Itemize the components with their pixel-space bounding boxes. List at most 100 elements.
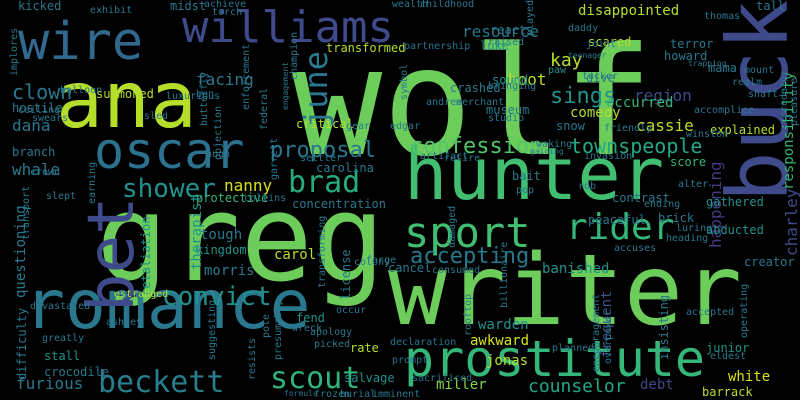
cloud-word: protective bbox=[196, 191, 269, 205]
cloud-word: presumably bbox=[273, 299, 284, 360]
cloud-word: crashed bbox=[450, 81, 501, 95]
cloud-word: accuses bbox=[614, 243, 657, 254]
cloud-word: alter bbox=[678, 179, 709, 190]
cloud-word: region bbox=[634, 86, 692, 105]
cloud-word: sings bbox=[550, 84, 617, 109]
cloud-word: creator bbox=[744, 255, 795, 269]
cloud-word: furious bbox=[16, 374, 84, 393]
cloud-word: carol bbox=[274, 247, 317, 263]
cloud-word: luring bbox=[676, 223, 713, 234]
cloud-word: carolina bbox=[316, 161, 374, 175]
cloud-word: accomplice bbox=[694, 105, 755, 116]
cloud-word: morris bbox=[204, 263, 255, 279]
cloud-word: devastated bbox=[30, 301, 91, 312]
cloud-word: proposal bbox=[270, 138, 376, 163]
cloud-word: prostitute bbox=[404, 330, 706, 388]
cloud-word: trapping bbox=[688, 59, 727, 68]
cloud-word: resource bbox=[462, 22, 540, 41]
cloud-word: warden bbox=[478, 317, 529, 333]
cloud-word: kicked bbox=[18, 0, 62, 13]
cloud-word: junior bbox=[706, 341, 750, 355]
cloud-word: dive bbox=[586, 71, 615, 85]
cloud-word: artifact bbox=[420, 151, 469, 162]
cloud-word: whale bbox=[12, 160, 61, 179]
cloud-word: exhibit bbox=[90, 5, 133, 16]
cloud-word: apology bbox=[310, 327, 353, 338]
cloud-word: sled bbox=[144, 111, 169, 122]
cloud-word: swears bbox=[32, 113, 69, 124]
cloud-word: critical bbox=[296, 117, 354, 131]
cloud-word: retaliation bbox=[139, 216, 153, 296]
cloud-word: estranged bbox=[114, 289, 169, 300]
cloud-word: slept bbox=[46, 191, 77, 202]
cloud-word: merchant bbox=[456, 97, 505, 108]
cloud-word: boot bbox=[508, 70, 547, 89]
cloud-word: convict bbox=[162, 282, 272, 312]
cloud-word: ben bbox=[196, 89, 215, 100]
cloud-word: retire bbox=[444, 153, 481, 164]
cloud-word: crocodile bbox=[44, 365, 110, 379]
cloud-word: hugh bbox=[206, 149, 231, 160]
cloud-word: greg bbox=[96, 170, 385, 309]
cloud-word: waking bbox=[536, 139, 573, 150]
cloud-word: luxurious bbox=[166, 91, 221, 102]
cloud-word: branch bbox=[12, 145, 56, 159]
cloud-word: rate bbox=[350, 341, 379, 355]
cloud-word: williams bbox=[182, 2, 394, 53]
cloud-word: ceiling bbox=[18, 105, 61, 116]
cloud-word: awkward bbox=[470, 333, 530, 349]
cloud-word: invasion bbox=[584, 151, 633, 162]
cloud-word: consumed bbox=[432, 265, 481, 276]
cloud-word: friendly bbox=[604, 123, 653, 134]
cloud-word: scout bbox=[270, 361, 361, 396]
cloud-word: bait bbox=[512, 169, 541, 183]
cloud-word: townspeople bbox=[570, 134, 703, 158]
cloud-word: hunter bbox=[404, 132, 665, 216]
cloud-word: garrett bbox=[269, 137, 280, 180]
cloud-word: picked bbox=[314, 339, 351, 350]
cloud-word: comedy bbox=[570, 105, 621, 121]
cloud-word: implores bbox=[9, 27, 20, 76]
cloud-word: brad bbox=[288, 165, 361, 200]
cloud-word: sacrificed bbox=[412, 373, 473, 384]
cloud-word: peaceful bbox=[588, 213, 646, 227]
cloud-word: kay bbox=[550, 50, 583, 71]
cloud-word: concentration bbox=[292, 197, 386, 211]
cloud-word: mama bbox=[708, 61, 737, 75]
cloud-word: pleasure bbox=[789, 77, 800, 126]
cloud-word: wire bbox=[18, 12, 144, 72]
cloud-word: tall bbox=[756, 0, 785, 13]
cloud-word: butterfly bbox=[199, 71, 210, 126]
cloud-word: studio bbox=[488, 113, 525, 124]
cloud-word: champion bbox=[289, 31, 300, 80]
cloud-word: bringing bbox=[488, 81, 537, 92]
cloud-word: billionaire bbox=[499, 241, 510, 308]
cloud-word: daddy bbox=[568, 23, 599, 34]
cloud-word: overpower bbox=[603, 309, 614, 364]
cloud-word: white bbox=[728, 369, 771, 385]
cloud-word: transport bbox=[21, 185, 32, 240]
cloud-word: operating bbox=[739, 283, 750, 338]
cloud-word: prompt bbox=[392, 355, 429, 366]
cloud-word: andrea bbox=[426, 97, 463, 108]
cloud-word: edgar bbox=[390, 121, 421, 132]
cloud-word: ending bbox=[644, 199, 681, 210]
cloud-word: luke bbox=[480, 39, 509, 53]
cloud-word: brick bbox=[658, 211, 695, 225]
cloud-word: debt bbox=[640, 377, 674, 393]
cloud-word: tucker bbox=[582, 71, 619, 82]
cloud-word: earning bbox=[87, 161, 98, 204]
cloud-word: gear bbox=[346, 121, 371, 132]
cloud-word: colony bbox=[354, 257, 391, 268]
cloud-word: shower bbox=[122, 174, 216, 204]
cloud-word: contrast bbox=[612, 191, 670, 205]
cloud-word: pop bbox=[516, 185, 535, 196]
cloud-word: miller bbox=[436, 377, 487, 393]
cloud-word: howard bbox=[664, 49, 708, 63]
cloud-word: counselor bbox=[528, 376, 626, 397]
cloud-word: sound bbox=[492, 73, 529, 87]
cloud-word: writer bbox=[388, 234, 743, 348]
cloud-word: joint bbox=[586, 39, 617, 50]
cloud-word: realm bbox=[732, 77, 763, 88]
